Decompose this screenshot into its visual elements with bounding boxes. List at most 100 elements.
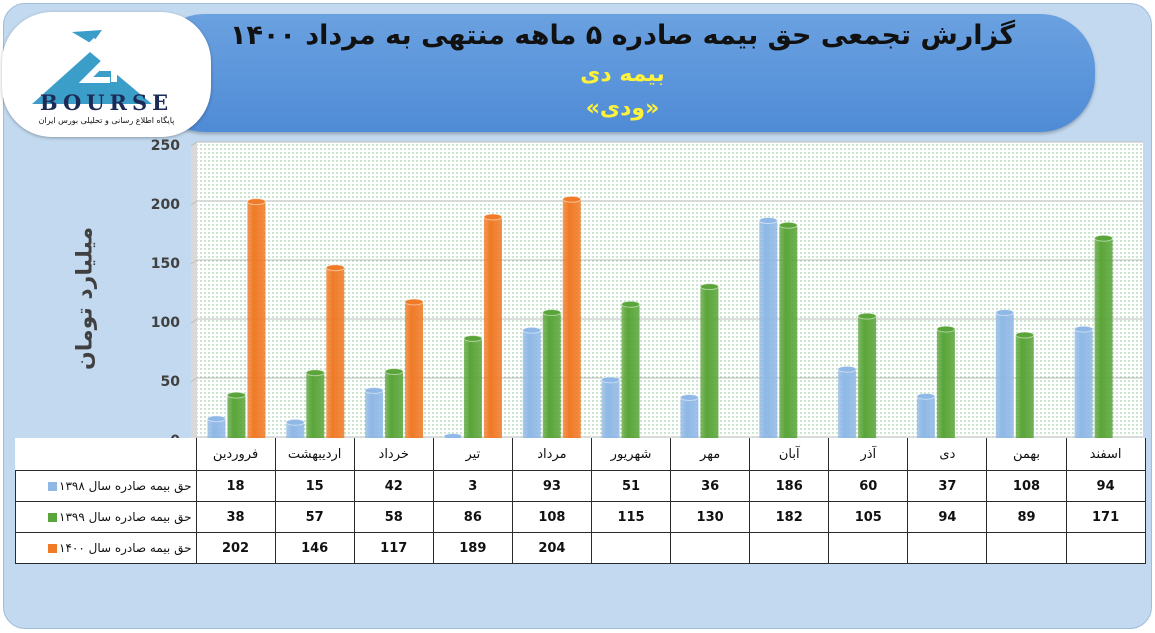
data-label-0-5: 51 — [590, 470, 672, 502]
legend-key-1 — [48, 513, 57, 522]
bar-0-11 — [1074, 325, 1094, 443]
data-label-1-6: 130 — [670, 501, 751, 533]
bar-top-2-4 — [562, 195, 582, 203]
bar-top-1-0 — [226, 391, 246, 399]
category-label-4: مرداد — [511, 438, 592, 471]
y-tick-label-1: 50 — [161, 374, 181, 390]
bar-body-0-5 — [601, 379, 620, 440]
bar-top-0-0 — [206, 415, 226, 423]
data-label-0-10: 108 — [986, 470, 1067, 502]
bar-1-7 — [778, 221, 798, 443]
bar-body-2-4 — [562, 199, 581, 440]
legend-key-2 — [48, 544, 57, 553]
bar-1-2 — [384, 368, 404, 443]
category-label-5: شهریور — [590, 438, 672, 471]
data-label-1-11: 171 — [1065, 501, 1146, 533]
data-label-1-3: 86 — [432, 501, 513, 533]
gridline-side — [190, 141, 198, 147]
bar-body-0-7 — [759, 220, 778, 440]
data-label-0-3: 3 — [432, 470, 513, 502]
bar-1-0 — [226, 391, 246, 443]
bar-1-10 — [1015, 331, 1035, 443]
bar-2-0 — [246, 198, 266, 443]
bar-top-1-3 — [463, 335, 483, 343]
bar-1-11 — [1094, 234, 1114, 443]
bar-1-8 — [857, 312, 877, 443]
bar-top-1-2 — [384, 368, 404, 376]
logo-tagline: پایگاه اطلاع رسانی و تحلیلی بورس ایران — [38, 116, 175, 125]
bar-body-1-4 — [542, 312, 561, 440]
table-corner — [16, 438, 197, 471]
bar-2-1 — [325, 264, 345, 443]
data-label-2-1: 146 — [274, 532, 355, 564]
data-label-0-8: 60 — [828, 470, 909, 502]
data-label-1-9: 94 — [907, 501, 988, 533]
bar-0-6 — [679, 394, 699, 443]
bar-body-1-10 — [1015, 334, 1034, 440]
bar-top-0-8 — [837, 365, 857, 373]
y-tick-label-5: 250 — [151, 138, 180, 154]
bar-body-1-2 — [385, 371, 404, 440]
bar-0-4 — [522, 326, 542, 443]
bar-0-5 — [601, 376, 621, 443]
page-title: گزارش تجمعی حق بیمه صادره ۵ ماهه منتهی ب… — [229, 20, 1016, 51]
category-label-6: مهر — [670, 438, 751, 471]
data-label-2-10 — [986, 532, 1067, 564]
gridline-side — [190, 318, 198, 324]
bar-top-1-10 — [1015, 331, 1035, 339]
plot-wall — [197, 142, 1143, 438]
bar-top-2-2 — [404, 298, 424, 306]
bar-0-9 — [916, 392, 936, 443]
table-row: حق بیمه صادره سال ۱۳۹۹ 38 57 58 86 108 115 130 1… — [15, 501, 1146, 533]
bar-top-2-3 — [483, 213, 503, 221]
table-row: حق بیمه صادره سال ۱۴۰۰ 202 146 117 189 204 — [15, 532, 1146, 564]
data-label-0-9: 37 — [907, 470, 988, 502]
bar-body-1-7 — [779, 225, 798, 440]
data-label-2-7 — [749, 532, 830, 564]
data-label-0-0: 18 — [195, 470, 276, 502]
legend-entry-2: حق بیمه صادره سال ۱۴۰۰ — [15, 532, 197, 564]
bar-top-0-9 — [916, 392, 936, 400]
legend-key-0 — [48, 482, 57, 491]
bar-body-0-0 — [207, 418, 226, 440]
data-label-0-4: 93 — [511, 470, 592, 502]
page-subtitle-symbol: «ودی» — [585, 96, 660, 121]
legend-entry-0: حق بیمه صادره سال ۱۳۹۸ — [15, 470, 197, 502]
plot-side-wall — [191, 142, 197, 441]
bar-body-0-8 — [838, 369, 857, 440]
bar-0-7 — [758, 217, 778, 443]
bar-top-1-9 — [936, 325, 956, 333]
bar-top-1-1 — [305, 369, 325, 377]
data-label-2-5 — [590, 532, 672, 564]
data-label-2-0: 202 — [195, 532, 276, 564]
bar-top-0-5 — [601, 376, 621, 384]
bar-1-1 — [305, 369, 325, 443]
bar-top-1-11 — [1094, 234, 1114, 242]
data-label-2-4: 204 — [511, 532, 592, 564]
bar-body-0-4 — [522, 330, 541, 440]
bar-top-0-4 — [522, 326, 542, 334]
bar-top-0-7 — [758, 217, 778, 225]
category-label-11: اسفند — [1065, 438, 1146, 471]
data-label-1-4: 108 — [511, 501, 592, 533]
data-label-2-9 — [907, 532, 988, 564]
category-label-9: دی — [907, 438, 988, 471]
bar-0-2 — [364, 386, 384, 443]
bar-top-2-1 — [325, 264, 345, 272]
bar-top-2-0 — [246, 198, 266, 206]
gridline-side — [190, 259, 198, 265]
bar-body-2-2 — [405, 301, 424, 440]
data-label-1-0: 38 — [195, 501, 276, 533]
bar-body-0-6 — [680, 397, 699, 440]
data-label-2-11 — [1065, 532, 1146, 564]
bar-0-8 — [837, 365, 857, 443]
data-label-0-11: 94 — [1065, 470, 1146, 502]
legend-entry-label-0: حق بیمه صادره سال ۱۳۹۸ — [59, 479, 192, 493]
bar-body-1-5 — [621, 304, 640, 440]
data-label-1-10: 89 — [986, 501, 1067, 533]
data-label-1-5: 115 — [590, 501, 672, 533]
category-label-8: آذر — [828, 438, 909, 471]
bar-1-4 — [542, 309, 562, 443]
data-label-2-3: 189 — [432, 532, 513, 564]
